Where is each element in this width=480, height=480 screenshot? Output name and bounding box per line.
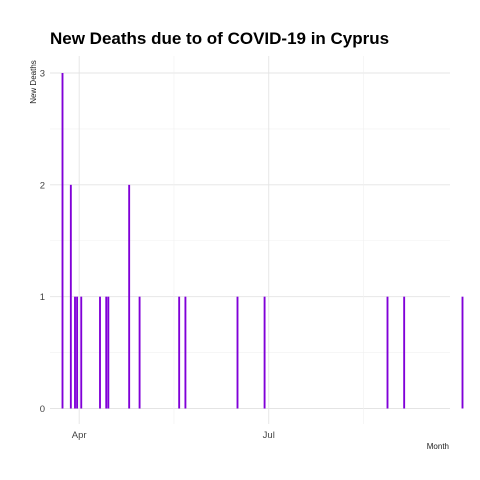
y-tick-label: 3 (40, 69, 45, 80)
bar (74, 296, 76, 409)
bar (178, 296, 181, 409)
bar (138, 296, 141, 409)
chart-title: New Deaths due to of COVID-19 in Cyprus (50, 29, 389, 48)
bar (80, 296, 83, 409)
y-tick-label: 1 (40, 292, 45, 303)
bar (263, 296, 266, 409)
bar (76, 296, 79, 409)
x-tick-label: Apr (72, 430, 87, 441)
bar (184, 296, 187, 409)
bar (386, 296, 389, 409)
bar (107, 296, 110, 409)
bars (61, 73, 464, 409)
bar (461, 296, 464, 409)
bar (128, 184, 131, 409)
bar (99, 296, 101, 409)
y-axis-label: New Deaths (29, 60, 38, 104)
x-tick-label: Jul (263, 430, 275, 441)
bar (105, 296, 108, 409)
y-tick-label: 2 (40, 180, 45, 191)
y-tick-labels: 0 1 2 3 (40, 69, 45, 416)
x-axis-label: Month (427, 442, 449, 451)
bar (403, 296, 406, 409)
grid (50, 56, 450, 424)
x-tick-labels: Apr Jul (72, 430, 275, 441)
y-tick-label: 0 (40, 404, 45, 415)
bar (69, 184, 72, 409)
bar (61, 73, 64, 409)
bar (236, 296, 239, 409)
